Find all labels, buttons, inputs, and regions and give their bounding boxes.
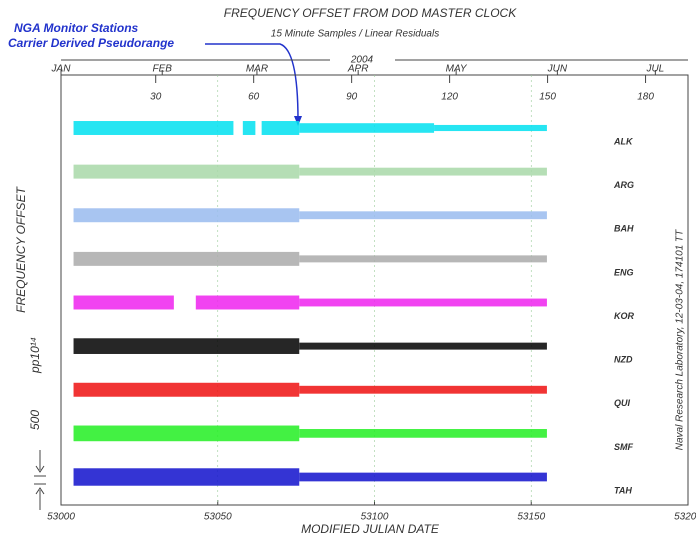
x-axis-label: MODIFIED JULIAN DATE [301,522,440,536]
residual-band [299,429,547,438]
annotation-arrow [205,43,299,121]
chart-subtitle: 15 Minute Samples / Linear Residuals [271,29,439,40]
x2-tick-label: 90 [346,92,358,103]
residual-band [73,338,300,354]
legend-label: ALK [613,136,634,146]
x2-tick-label: 120 [441,92,458,103]
residual-band [73,164,300,179]
legend-label: ARG [613,180,634,190]
x2-tick-label: 60 [248,92,260,103]
residual-band [73,382,300,397]
residual-band [73,468,300,486]
annotation: NGA Monitor Stations [14,21,139,35]
residual-band [299,123,435,133]
month-label: JAN [51,64,72,75]
legend-label: ENG [614,267,634,277]
residual-band [242,121,256,135]
residual-band [195,295,300,310]
month-label: JUL [645,64,664,75]
x2-tick-label: 30 [150,92,162,103]
residual-band [299,472,547,482]
residual-band [73,121,234,135]
legend-label: KOR [614,311,635,321]
residual-band [299,255,547,263]
x-tick-label: 53100 [361,512,389,523]
legend-label: TAH [614,485,632,495]
scale-bar-label: 500 [28,410,42,430]
legend-label: NZD [614,355,633,365]
annotation-arrowhead [294,116,302,126]
residual-band [299,385,547,394]
legend-label: QUI [614,398,631,408]
x-tick-label: 53000 [47,512,75,523]
chart-title: FREQUENCY OFFSET FROM DOD MASTER CLOCK [224,6,517,20]
legend-label: SMF [614,442,634,452]
year-label: 2004 [350,55,374,66]
x2-tick-label: 150 [539,92,556,103]
x2-tick-label: 180 [637,92,654,103]
month-label: APR [347,64,369,75]
month-label: MAY [446,64,468,75]
y-axis-label: FREQUENCY OFFSET [14,185,28,312]
legend-label: BAH [614,224,634,234]
month-label: JUN [547,64,568,75]
y-unit: pp10¹⁴ [28,337,42,374]
residual-band [73,251,300,266]
residual-band [73,208,300,223]
x-tick-label: 53150 [517,512,545,523]
residual-band [261,121,300,135]
x-tick-label: 53200 [674,512,696,523]
residual-band [73,295,174,310]
credit: Naval Research Laboratory, 12-03-04, 174… [675,229,686,450]
scale-bar [34,450,46,510]
month-label: FEB [153,64,173,75]
month-label: MAR [246,64,268,75]
x-tick-label: 53050 [204,512,232,523]
residual-band [299,211,547,220]
residual-band [73,425,300,442]
annotation: Carrier Derived Pseudorange [8,36,174,50]
residual-band [299,342,547,350]
residual-band [299,298,547,307]
residual-band [299,167,547,176]
residual-band [434,124,547,132]
